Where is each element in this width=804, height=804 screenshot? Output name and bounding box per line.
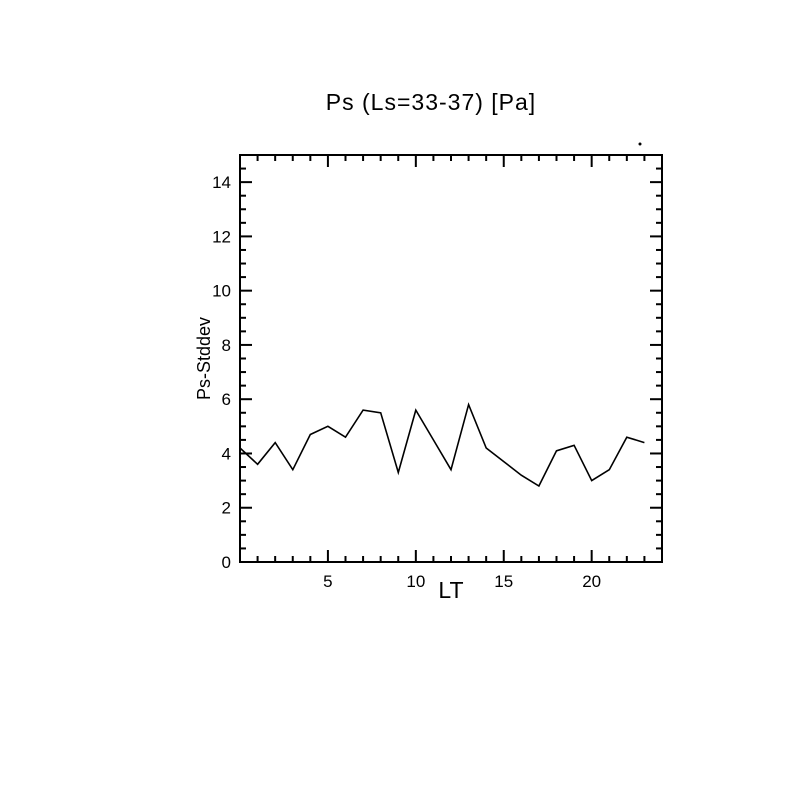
y-tick-label: 6 xyxy=(222,390,231,409)
y-tick-label: 14 xyxy=(212,173,231,192)
x-tick-label: 10 xyxy=(406,572,425,591)
chart-title: Ps (Ls=33-37) [Pa] xyxy=(326,89,536,115)
y-tick-label: 12 xyxy=(212,227,231,246)
stray-mark xyxy=(638,142,642,146)
y-tick-label: 8 xyxy=(222,336,231,355)
x-tick-label: 15 xyxy=(494,572,513,591)
x-tick-label: 20 xyxy=(582,572,601,591)
y-tick-label: 4 xyxy=(222,444,231,463)
y-tick-label: 0 xyxy=(222,553,231,572)
data-series-line xyxy=(239,402,645,488)
x-tick-label: 5 xyxy=(323,572,332,591)
y-tick-label: 10 xyxy=(212,282,231,301)
y-tick-label: 2 xyxy=(222,499,231,518)
y-axis-label: Ps-Stddev xyxy=(194,317,214,400)
x-axis-label: LT xyxy=(438,577,463,603)
plot-frame xyxy=(239,154,663,563)
